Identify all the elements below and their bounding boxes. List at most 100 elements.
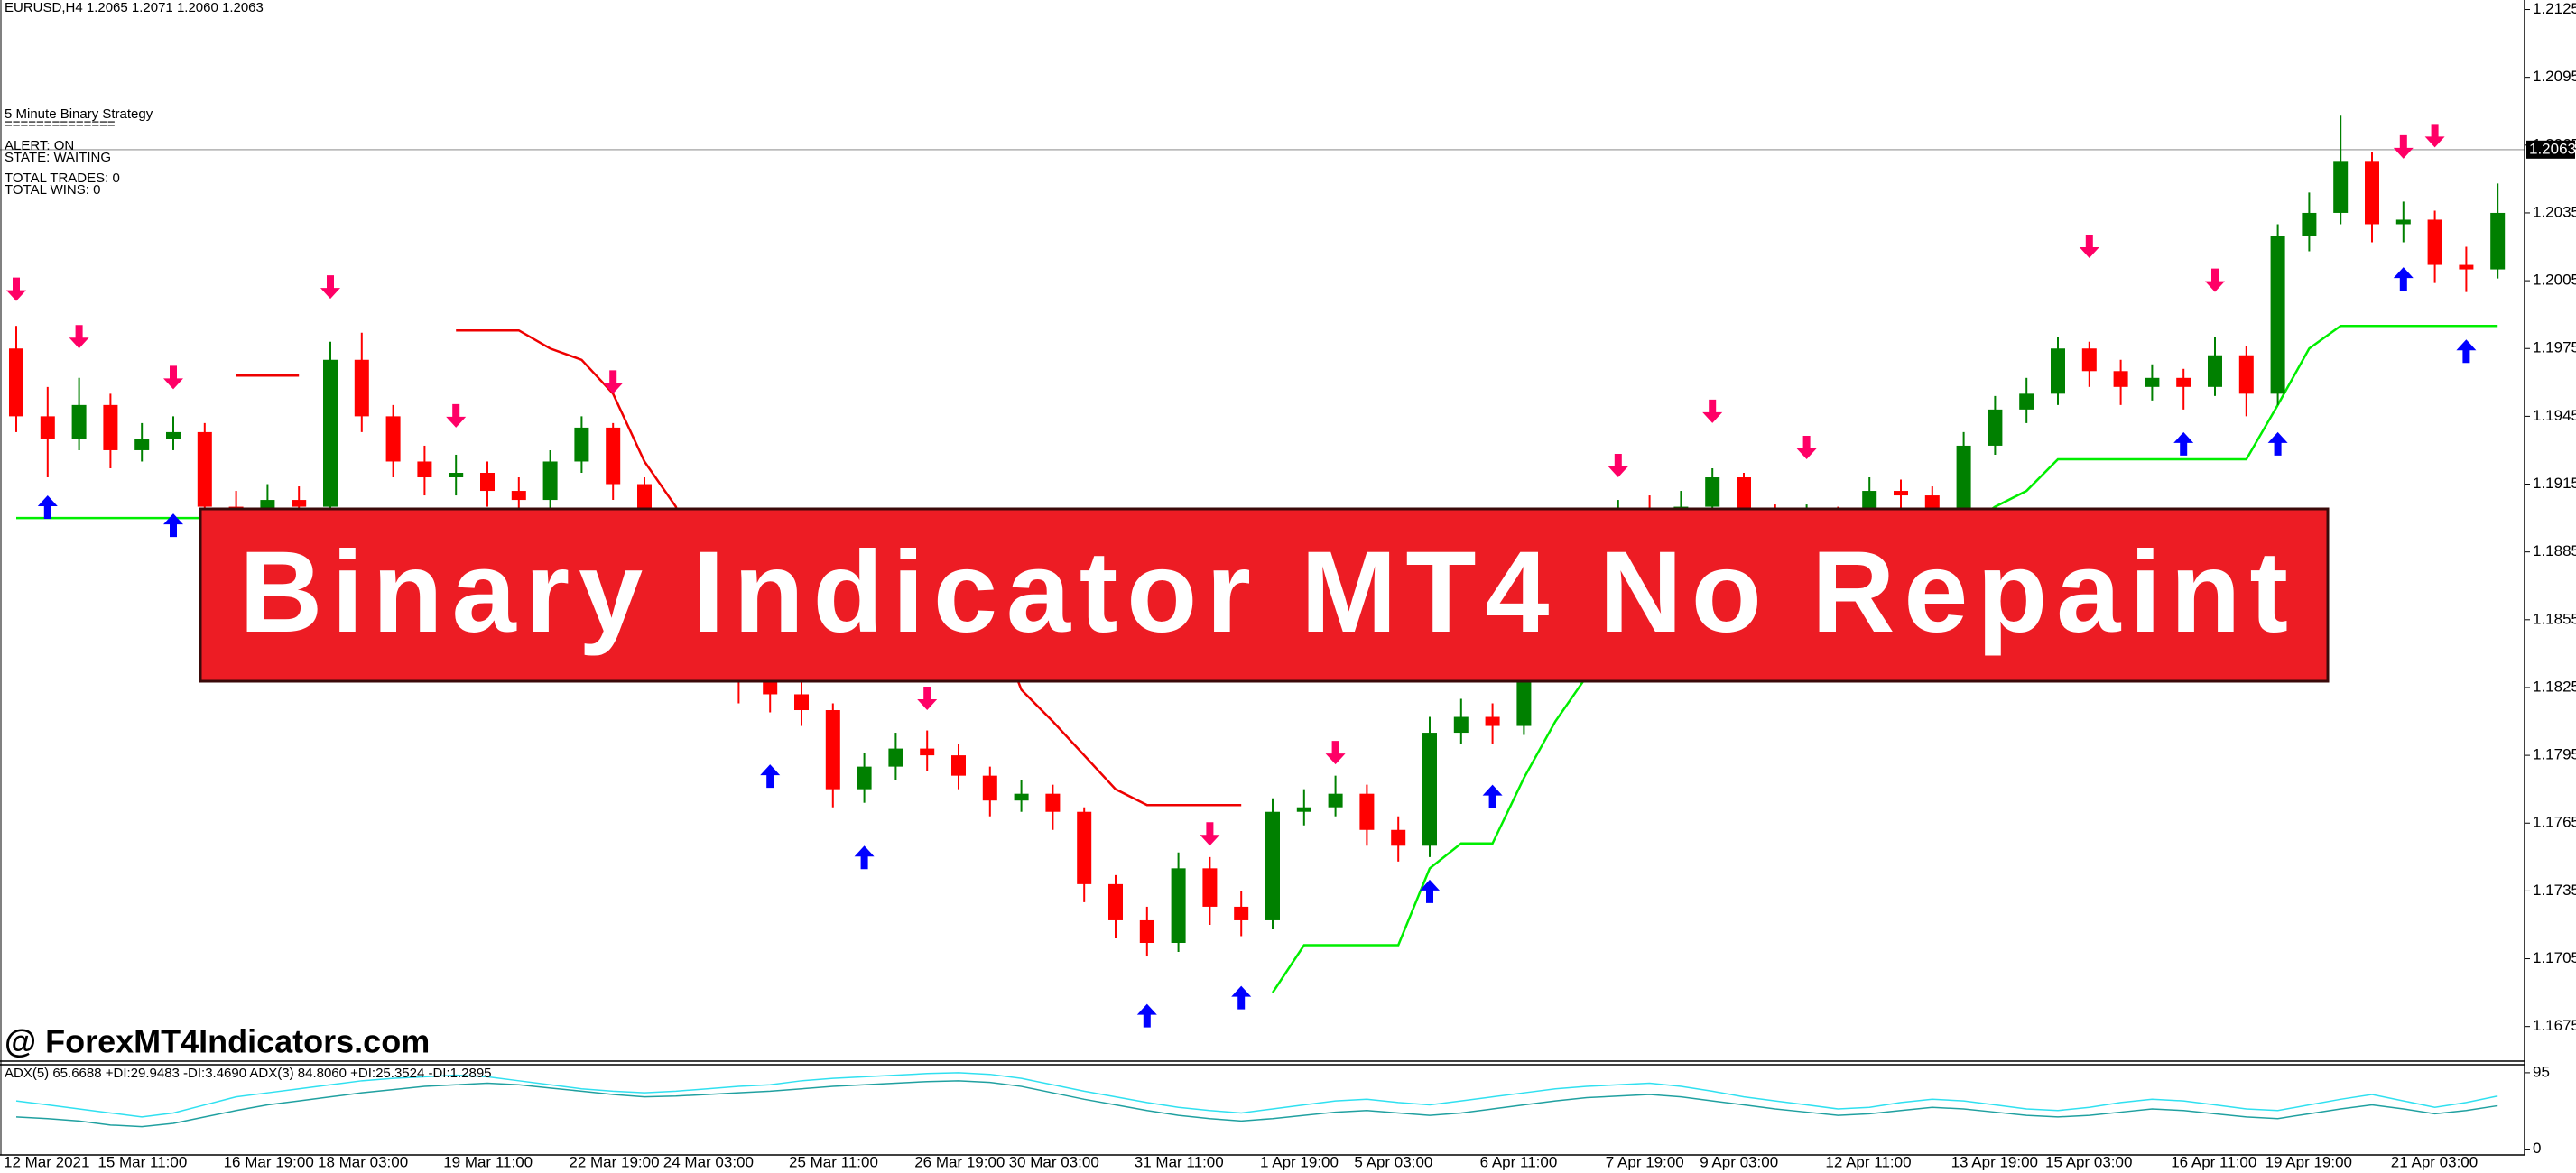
chart-title: EURUSD,H4 1.2065 1.2071 1.2060 1.2063 <box>5 0 264 15</box>
candle-body <box>574 427 589 462</box>
candle-body <box>2019 393 2034 410</box>
y-tick-label: 1.1945 <box>2533 407 2576 424</box>
candle-body <box>1737 477 1751 514</box>
x-tick-label: 12 Apr 11:00 <box>1825 1153 1911 1170</box>
candle-body <box>2051 348 2065 394</box>
x-tick-label: 31 Mar 11:00 <box>1135 1153 1224 1170</box>
total-wins: TOTAL WINS: 0 <box>5 182 100 198</box>
candle-body <box>888 748 903 767</box>
sell-arrow <box>603 370 624 394</box>
candle-body <box>1422 733 1437 846</box>
buy-arrow <box>2456 339 2477 364</box>
sell-arrow <box>69 325 89 349</box>
current-price-box <box>2526 140 2575 159</box>
candle-body <box>2081 348 2097 372</box>
x-tick-label: 19 Apr 19:00 <box>2266 1153 2352 1170</box>
sell-arrow <box>1608 454 1628 478</box>
y-tick-label: 95 <box>2533 1063 2550 1080</box>
candle-body <box>1453 716 1469 734</box>
x-tick-label: 7 Apr 19:00 <box>1606 1153 1684 1170</box>
candle-body <box>480 473 495 492</box>
candle-body <box>606 427 621 485</box>
x-tick-label: 16 Mar 19:00 <box>224 1153 314 1170</box>
buy-arrow <box>2267 431 2288 456</box>
sell-arrow <box>1702 399 1723 423</box>
candle-body <box>1328 793 1343 808</box>
x-tick-label: 26 Mar 19:00 <box>914 1153 1005 1170</box>
candle-body <box>2176 377 2191 387</box>
buy-arrow <box>1231 985 1252 1010</box>
candle-body <box>71 404 87 439</box>
y-tick-label: 1.1735 <box>2533 882 2576 899</box>
x-tick-label: 21 Apr 03:00 <box>2391 1153 2478 1170</box>
banner-title: Binary Indicator MT4 No Repaint <box>239 528 2288 657</box>
sell-arrow <box>163 365 183 390</box>
candle-body <box>1296 807 1311 812</box>
alert-status: ALERT: ON <box>5 138 74 153</box>
sell-arrow <box>2079 235 2099 259</box>
candle-body <box>1265 811 1280 920</box>
y-tick-label: 1.1885 <box>2533 542 2576 559</box>
candle-body <box>825 710 840 790</box>
candle-body <box>166 431 181 439</box>
buy-arrow <box>1482 784 1503 808</box>
y-tick-label: 1.2125 <box>2533 0 2576 17</box>
sell-arrow <box>2393 134 2414 159</box>
candle-body <box>763 680 778 695</box>
sell-arrow <box>446 403 467 428</box>
candle-body <box>1108 883 1123 920</box>
x-tick-label: 5 Apr 03:00 <box>1354 1153 1432 1170</box>
y-tick-label: 1.1705 <box>2533 949 2576 966</box>
sell-arrow <box>2424 124 2445 148</box>
candle-body <box>417 461 432 478</box>
candle-body <box>134 439 150 450</box>
candle-body <box>2427 219 2442 265</box>
candle-body <box>982 775 997 801</box>
buy-arrow <box>1136 1003 1157 1028</box>
total-trades: TOTAL TRADES: 0 <box>5 171 120 186</box>
candle-body <box>794 694 809 711</box>
candle-body <box>951 755 966 776</box>
x-tick-label: 15 Apr 03:00 <box>2045 1153 2132 1170</box>
sell-arrow <box>1200 822 1220 846</box>
buy-arrow <box>760 764 781 789</box>
candle-body <box>2333 161 2349 213</box>
candle-body <box>354 359 369 417</box>
x-tick-label: 6 Apr 11:00 <box>1480 1153 1558 1170</box>
candle-body <box>40 416 55 439</box>
indicator-line <box>15 1080 2498 1128</box>
candle-body <box>1202 868 1218 907</box>
x-tick-label: 12 Mar 2021 <box>4 1153 89 1170</box>
candle-body <box>920 748 935 756</box>
buy-arrow <box>163 513 183 538</box>
y-tick-label: 1.2035 <box>2533 203 2576 220</box>
candle-body <box>1705 477 1720 507</box>
candle-body <box>1139 919 1154 944</box>
current-price-label: 1.2063 <box>2529 140 2576 157</box>
x-tick-label: 30 Mar 03:00 <box>1009 1153 1099 1170</box>
banner <box>199 507 2330 683</box>
candle-body <box>1391 829 1406 846</box>
candle-body <box>385 416 401 462</box>
y-tick-label: 1.1855 <box>2533 610 2576 627</box>
watermark: @ ForexMT4Indicators.com <box>5 1023 430 1060</box>
sell-arrow <box>320 275 340 300</box>
candle-body <box>2145 377 2160 387</box>
y-tick-label: 1.1825 <box>2533 678 2576 695</box>
divider: ============== <box>5 116 116 132</box>
y-tick-label: 1.1915 <box>2533 475 2576 492</box>
buy-arrow <box>854 845 875 870</box>
candle-body <box>2113 371 2128 387</box>
candle-body <box>857 766 872 790</box>
strategy-name: 5 Minute Binary Strategy <box>5 106 153 122</box>
candle-body <box>2490 212 2506 270</box>
y-tick-label: 1.1765 <box>2533 814 2576 831</box>
x-tick-label: 25 Mar 11:00 <box>789 1153 878 1170</box>
candle-body <box>1014 793 1029 801</box>
candle-body <box>2270 236 2285 394</box>
candle-body <box>2365 161 2379 225</box>
sell-arrow <box>6 277 26 301</box>
y-tick-label: 1.1975 <box>2533 339 2576 356</box>
